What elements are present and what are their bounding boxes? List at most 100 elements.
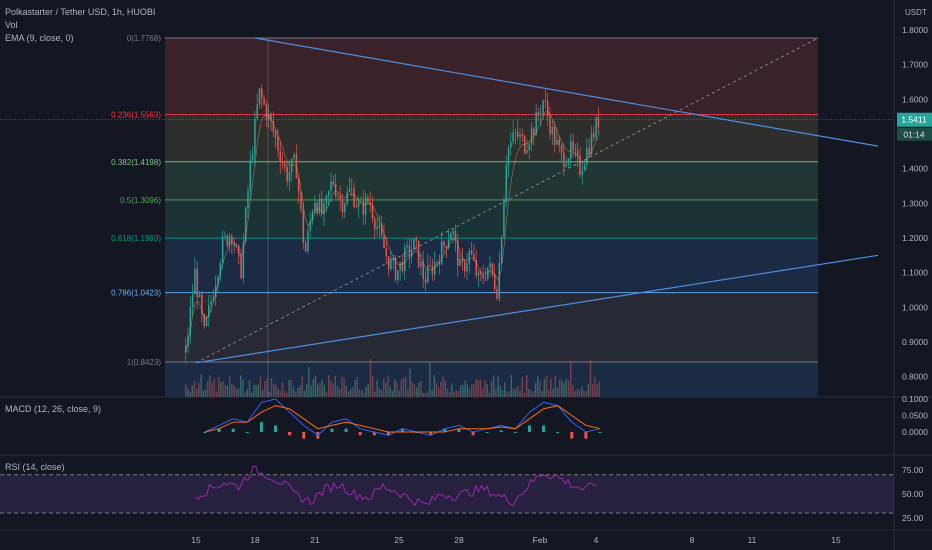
candle-body <box>399 261 401 271</box>
candle-body <box>394 257 397 280</box>
candle-body <box>334 184 337 196</box>
macd-histogram-bar <box>372 432 376 436</box>
candle-body <box>533 128 535 136</box>
volume-bar <box>277 388 279 397</box>
candle-body <box>247 190 249 209</box>
candle-body <box>517 131 519 137</box>
candle-body <box>390 258 392 270</box>
macd-histogram-bar <box>471 432 475 436</box>
ema-legend[interactable]: EMA (9, close, 0) <box>5 33 74 43</box>
volume-bar <box>215 391 218 397</box>
fib-band <box>165 161 818 200</box>
candle-body <box>270 113 272 122</box>
candle-body <box>198 294 201 298</box>
price-tick-label: 1.3000 <box>902 198 928 208</box>
volume-bar <box>299 385 301 397</box>
candle-body <box>436 261 438 263</box>
candle-body <box>463 261 466 272</box>
candle-body <box>214 285 217 298</box>
volume-bar <box>501 389 504 397</box>
volume-bar <box>279 390 281 397</box>
candle-body <box>542 100 544 114</box>
volume-bar <box>576 388 578 397</box>
candle-body <box>588 148 590 155</box>
volume-bar <box>508 391 510 397</box>
volume-bar <box>275 384 277 397</box>
fib-level-label: 0.382(1.4198) <box>111 158 161 167</box>
volume-bar <box>427 391 429 397</box>
volume-bar <box>345 385 347 397</box>
volume-bar <box>226 385 229 397</box>
volume-bar <box>462 384 464 397</box>
candle-body <box>254 118 256 155</box>
volume-bar <box>471 384 473 397</box>
candle-body <box>274 131 277 138</box>
fib-level-label: 1(0.8423) <box>127 358 162 367</box>
volume-bar <box>231 384 233 397</box>
candle-body <box>583 164 586 171</box>
macd-histogram-bar <box>429 432 433 436</box>
rsi-legend[interactable]: RSI (14, close) <box>5 462 65 472</box>
volume-bar <box>248 379 251 397</box>
macd-histogram-bar <box>457 428 461 432</box>
volume-bar <box>548 389 550 397</box>
fib-level-label: 0.618(1.1993) <box>111 234 161 243</box>
volume-bar <box>235 388 237 397</box>
price-tick-label: 1.1000 <box>902 268 928 278</box>
candle-body <box>540 113 542 115</box>
candle-body <box>316 203 318 214</box>
macd-histogram-bar <box>499 430 503 432</box>
volume-bar <box>506 391 508 397</box>
candle-body <box>357 202 360 208</box>
macd-histogram-bar <box>485 432 489 433</box>
volume-legend[interactable]: Vol <box>5 20 18 30</box>
volume-bar <box>477 379 479 397</box>
volume-bar <box>273 384 275 397</box>
candle-body <box>397 270 399 280</box>
volume-bar <box>310 385 312 397</box>
fib-band <box>165 38 818 115</box>
volume-bar <box>473 384 475 397</box>
candle-body <box>208 304 210 317</box>
volume-bar <box>363 392 365 397</box>
price-tick-label: 1.2000 <box>902 233 928 243</box>
macd-histogram-bar <box>231 428 235 432</box>
volume-bar <box>297 387 299 397</box>
candle-body <box>212 297 215 302</box>
volume-bar <box>585 391 587 397</box>
volume-bar <box>565 379 567 397</box>
volume-bar <box>521 377 523 397</box>
volume-bar <box>259 376 262 397</box>
candle-body <box>597 117 600 128</box>
macd-histogram-bar <box>386 432 390 436</box>
volume-bar <box>387 375 389 397</box>
candle-body <box>459 258 461 266</box>
candle-body <box>323 203 325 215</box>
candle-body <box>457 239 459 266</box>
currency-label: USDT <box>905 8 927 17</box>
candle-body <box>489 263 491 268</box>
volume-bar <box>284 391 286 397</box>
volume-bar <box>237 388 240 397</box>
candle-body <box>593 132 595 138</box>
volume-bar <box>187 388 189 397</box>
candle-body <box>341 199 344 213</box>
volume-bar <box>339 388 341 397</box>
macd-legend[interactable]: MACD (12, 26, close, 9) <box>5 404 102 414</box>
volume-bar <box>559 379 561 397</box>
fib-level-label: 0.236(1.5563) <box>111 110 161 119</box>
candle-body <box>519 134 521 137</box>
volume-bar <box>420 381 422 397</box>
volume-bar <box>321 379 323 397</box>
macd-histogram-bar <box>330 428 334 432</box>
volume-bar <box>233 384 235 397</box>
volume-bar <box>556 387 559 397</box>
candle-body <box>443 241 445 246</box>
candle-body <box>244 208 247 242</box>
candle-body <box>302 209 305 243</box>
price-tick-label: 1.7000 <box>902 60 928 70</box>
volume-bar <box>336 385 339 397</box>
volume-bar <box>554 375 556 397</box>
volume-bar <box>224 384 226 397</box>
